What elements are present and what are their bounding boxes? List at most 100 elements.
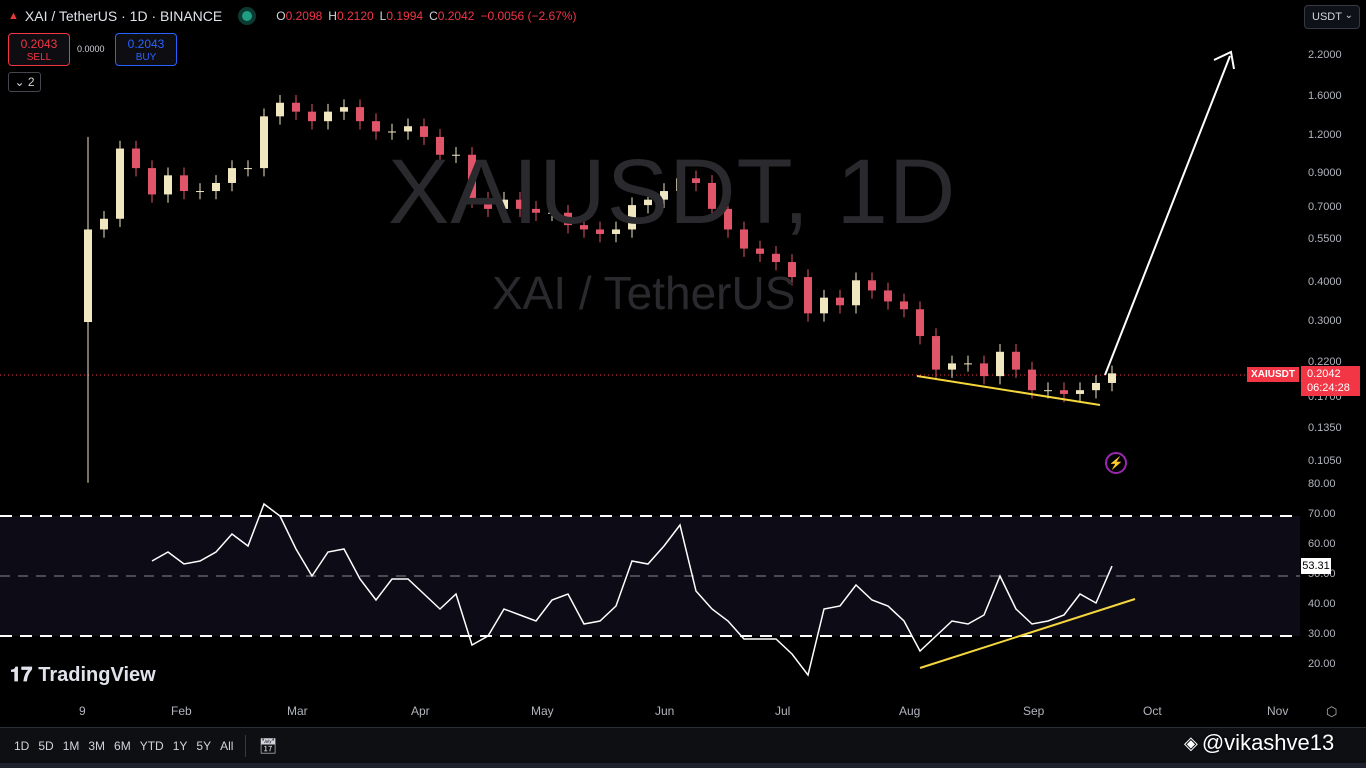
price-tick: 2.2000 (1308, 49, 1342, 61)
candle (628, 205, 636, 230)
candle (164, 175, 172, 195)
range-button-ytd[interactable]: YTD (139, 738, 164, 753)
candle (820, 297, 828, 314)
range-button-3m[interactable]: 3M (88, 738, 106, 753)
candle (372, 121, 380, 132)
candle (932, 336, 940, 370)
candle (196, 191, 204, 193)
candle (612, 229, 620, 234)
price-tick: 0.5500 (1308, 233, 1342, 245)
binance-icon: ◈ (1184, 732, 1198, 753)
candle (532, 208, 540, 213)
bottom-toolbar: 1D 5D 1M 3M 6M YTD 1Y 5Y All 📅︎ (0, 727, 1366, 763)
legend-collapse-button[interactable]: ⌄ 2 (8, 72, 41, 92)
candles (84, 94, 1116, 483)
candle (1012, 351, 1020, 370)
candle (340, 107, 348, 112)
chart-canvas[interactable] (0, 0, 1300, 700)
currency-select[interactable]: USDT ⌄ (1304, 5, 1360, 29)
price-tick: 1.6000 (1308, 90, 1342, 102)
buy-button[interactable]: 0.2043 BUY (115, 33, 177, 66)
candle (1076, 390, 1084, 394)
time-tick: Nov (1267, 704, 1289, 718)
rsi-tick: 40.00 (1308, 598, 1336, 610)
range-button-5y[interactable]: 5Y (196, 738, 212, 753)
price-tick: 0.1050 (1308, 455, 1342, 467)
candle (1060, 390, 1068, 394)
candle (324, 111, 332, 122)
lightning-icon[interactable]: ⚡ (1105, 452, 1127, 474)
candle (244, 168, 252, 170)
settings-icon[interactable]: ⬡ (1326, 704, 1338, 719)
candle (772, 253, 780, 263)
price-tick: 0.4000 (1308, 276, 1342, 288)
chevron-down-icon: ⌄ (1344, 10, 1353, 21)
target-arrow[interactable] (1104, 55, 1231, 376)
candle (420, 126, 428, 137)
watermark-name: XAI / TetherUS (492, 267, 796, 319)
candle (228, 168, 236, 183)
candle (388, 131, 396, 133)
candle (212, 182, 220, 192)
candle (804, 277, 812, 314)
candle (308, 111, 316, 122)
rsi-tick: 70.00 (1308, 508, 1336, 520)
toolbar-divider (245, 734, 247, 757)
symbol-title[interactable]: XAI / TetherUS · 1D · BINANCE (24, 8, 223, 24)
candle (948, 363, 956, 370)
chevron-down-icon: ⌄ (14, 75, 25, 89)
candle (724, 208, 732, 230)
range-button-6m[interactable]: 6M (114, 738, 131, 753)
candle (116, 148, 124, 219)
time-tick: Apr (411, 704, 430, 718)
range-button-all[interactable]: All (220, 738, 234, 753)
candle (900, 301, 908, 310)
candle (436, 136, 444, 155)
sell-button[interactable]: 0.2043 SELL (8, 33, 70, 66)
candle (708, 182, 716, 209)
candle (148, 168, 156, 195)
candle (356, 107, 364, 122)
candle (452, 154, 460, 156)
rsi-trendline[interactable] (919, 598, 1136, 669)
range-button-1d[interactable]: 1D (14, 738, 30, 753)
time-tick: Aug (899, 704, 921, 718)
candle (500, 199, 508, 209)
candle (980, 363, 988, 377)
range-button-5d[interactable]: 5D (38, 738, 54, 753)
candle (916, 309, 924, 337)
market-status-icon (242, 11, 253, 21)
candle (868, 280, 876, 291)
time-tick: Oct (1143, 704, 1162, 718)
price-tick: 0.3000 (1308, 315, 1342, 327)
candle (516, 199, 524, 209)
time-tick: Mar (287, 704, 308, 718)
symbol-legend[interactable]: ▲ XAI / TetherUS · 1D · BINANCE O0.2098 … (8, 6, 577, 26)
candle (260, 116, 268, 169)
ohlc-values: O0.2098 H0.2120 L0.1994 C0.2042 −0.0056 … (276, 9, 577, 23)
candle (692, 178, 700, 183)
candle (852, 280, 860, 306)
rsi-tick: 80.00 (1308, 478, 1336, 490)
time-tick: Jul (775, 704, 791, 718)
spread-value: 0.0000 (77, 44, 105, 54)
range-button-1m[interactable]: 1M (62, 738, 80, 753)
candle (964, 363, 972, 365)
candle (468, 154, 476, 200)
price-tick: 0.7000 (1308, 201, 1342, 213)
price-support-trendline[interactable] (916, 375, 1101, 406)
rsi-tick: 30.00 (1308, 628, 1336, 640)
candle (836, 297, 844, 306)
candle (132, 148, 140, 169)
candle (788, 262, 796, 278)
tradingview-logo[interactable]: 𝟏𝟕 TradingView (10, 664, 156, 686)
watermark-symbol: XAIUSDT, 1D (388, 141, 957, 243)
candle (564, 212, 572, 226)
symbol-price-tag: XAIUSDT (1247, 367, 1299, 382)
candle (644, 199, 652, 206)
calendar-goto-icon[interactable]: 📅︎ (258, 737, 278, 755)
arrow-head-icon (1213, 50, 1235, 70)
range-button-1y[interactable]: 1Y (172, 738, 188, 753)
candle (996, 351, 1004, 377)
candle (676, 178, 684, 192)
